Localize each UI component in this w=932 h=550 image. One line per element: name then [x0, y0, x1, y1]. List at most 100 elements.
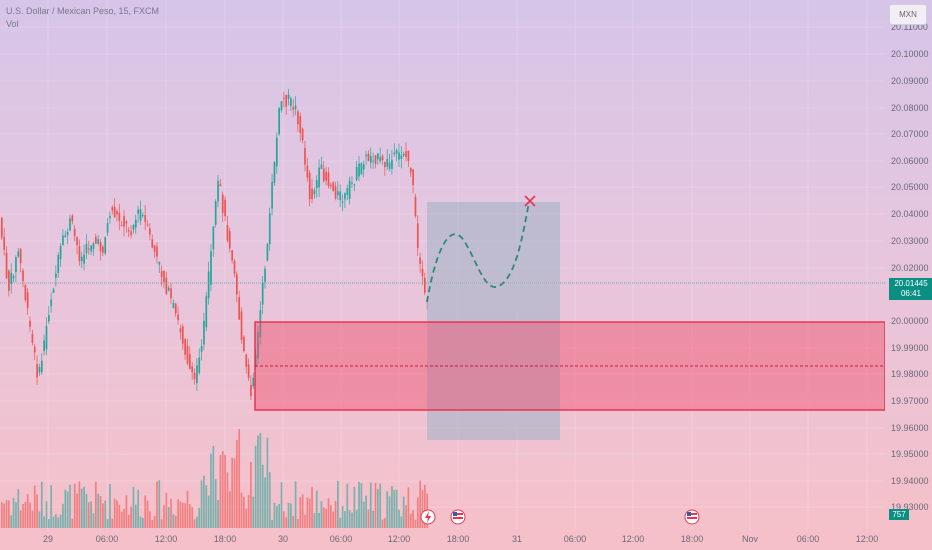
- candle-body: [231, 250, 233, 261]
- candle-body: [360, 163, 363, 175]
- candle-body: [200, 346, 203, 352]
- candle-body: [10, 272, 13, 284]
- candle-body: [3, 236, 6, 250]
- time-tick-label: 30: [277, 534, 289, 544]
- candle-body: [344, 193, 346, 200]
- candle-body: [90, 245, 92, 252]
- currency-button[interactable]: MXN: [889, 4, 927, 25]
- volume-bar: [280, 482, 283, 528]
- price-tick-label: 20.05000: [891, 182, 929, 192]
- volume-bar: [381, 519, 384, 528]
- candle-body: [341, 201, 344, 203]
- volume-bar: [52, 516, 55, 528]
- volume-bar: [315, 490, 318, 528]
- candle-body: [50, 299, 53, 307]
- us-flag-icon[interactable]: [684, 509, 700, 525]
- time-tick-label: 06:00: [95, 534, 119, 544]
- volume-bar: [179, 501, 182, 528]
- volume-bar: [254, 445, 257, 528]
- volume-bar: [64, 489, 67, 528]
- candle-body: [301, 128, 304, 141]
- volume-bar: [219, 455, 222, 528]
- candle-body: [290, 98, 292, 106]
- candle-body: [212, 226, 215, 250]
- candle-body: [196, 365, 198, 384]
- volume-bar: [221, 451, 224, 528]
- candle-body: [259, 310, 262, 338]
- volume-bar: [137, 489, 139, 528]
- volume-bar: [59, 514, 62, 528]
- price-tick-label: 19.98000: [891, 369, 929, 379]
- volume-bar: [118, 504, 121, 528]
- candle-body: [64, 235, 67, 238]
- volume-bar: [322, 507, 325, 528]
- price-tick-label: 19.93000: [891, 502, 929, 512]
- price-axis[interactable]: 20.11000 20.10000 20.09000 20.08000 20.07000…: [885, 0, 932, 530]
- volume-value-badge: 757: [889, 509, 909, 520]
- candle-body: [198, 357, 201, 373]
- time-axis[interactable]: 29 06:00 12:00 18:00 30 06:00 12:00 18:00 31 06:0…: [0, 530, 885, 550]
- bar-countdown: 06:41: [900, 289, 922, 298]
- us-flag-icon[interactable]: [450, 509, 466, 525]
- volume-bar: [337, 480, 339, 528]
- volume-bar: [292, 516, 295, 528]
- candle-body: [207, 271, 210, 299]
- volume-bar: [379, 483, 382, 528]
- candle-body: [146, 224, 149, 226]
- price-chart[interactable]: [0, 0, 885, 530]
- projection-box[interactable]: [427, 202, 560, 440]
- candle-body: [275, 137, 278, 167]
- candle-body: [348, 180, 351, 199]
- volume-bar: [327, 498, 330, 528]
- candle-body: [102, 246, 104, 253]
- volume-bar: [142, 517, 144, 528]
- volume-bar: [3, 503, 6, 528]
- time-tick-label: Nov: [741, 534, 759, 544]
- candle-body: [92, 243, 95, 250]
- volume-bar: [245, 508, 248, 528]
- volume-bar: [146, 500, 149, 528]
- candle-body: [104, 237, 107, 254]
- candle-body: [374, 155, 377, 164]
- volume-bar: [158, 480, 161, 528]
- projected-path[interactable]: [426, 201, 530, 303]
- volume-bar: [304, 514, 306, 528]
- volume-bar: [412, 510, 414, 528]
- volume-bar: [231, 457, 233, 528]
- volume-bar: [268, 472, 271, 528]
- chart-legend: U.S. Dollar / Mexican Peso, 15, FXCM Vol: [6, 6, 159, 29]
- time-tick-label: 18:00: [446, 534, 470, 544]
- candle-body: [325, 172, 327, 181]
- volume-bar: [120, 511, 123, 528]
- volume-bar: [69, 484, 71, 528]
- candle-body: [228, 231, 231, 249]
- volume-bar: [193, 519, 196, 528]
- volume-bar: [33, 485, 36, 528]
- lightning-icon[interactable]: [420, 509, 436, 525]
- candle-body: [292, 107, 295, 110]
- candle-body: [116, 211, 118, 215]
- candle-body: [158, 261, 161, 265]
- candle-body: [367, 153, 370, 162]
- candle-body: [97, 239, 100, 244]
- candle-body: [153, 245, 156, 252]
- volume-bar: [95, 481, 97, 528]
- symbol-title[interactable]: U.S. Dollar / Mexican Peso, 15, FXCM: [6, 6, 160, 16]
- candle-body: [99, 241, 102, 252]
- candlesticks: [1, 88, 429, 401]
- candle-body: [139, 209, 142, 221]
- volume-bar: [421, 489, 424, 528]
- candle-body: [125, 221, 128, 224]
- target-x-icon[interactable]: [524, 195, 536, 207]
- volume-bar: [252, 496, 255, 528]
- volume-bar: [278, 504, 280, 528]
- price-tick-label: 19.99000: [891, 343, 929, 353]
- candle-body: [1, 217, 3, 238]
- volume-bar: [414, 519, 417, 528]
- volume-bar: [308, 498, 311, 528]
- price-tick-label: 19.94000: [891, 476, 929, 486]
- volume-bar: [419, 480, 421, 528]
- volume-bar: [348, 510, 351, 528]
- volume-bars: [1, 429, 429, 528]
- volume-bar: [261, 464, 264, 528]
